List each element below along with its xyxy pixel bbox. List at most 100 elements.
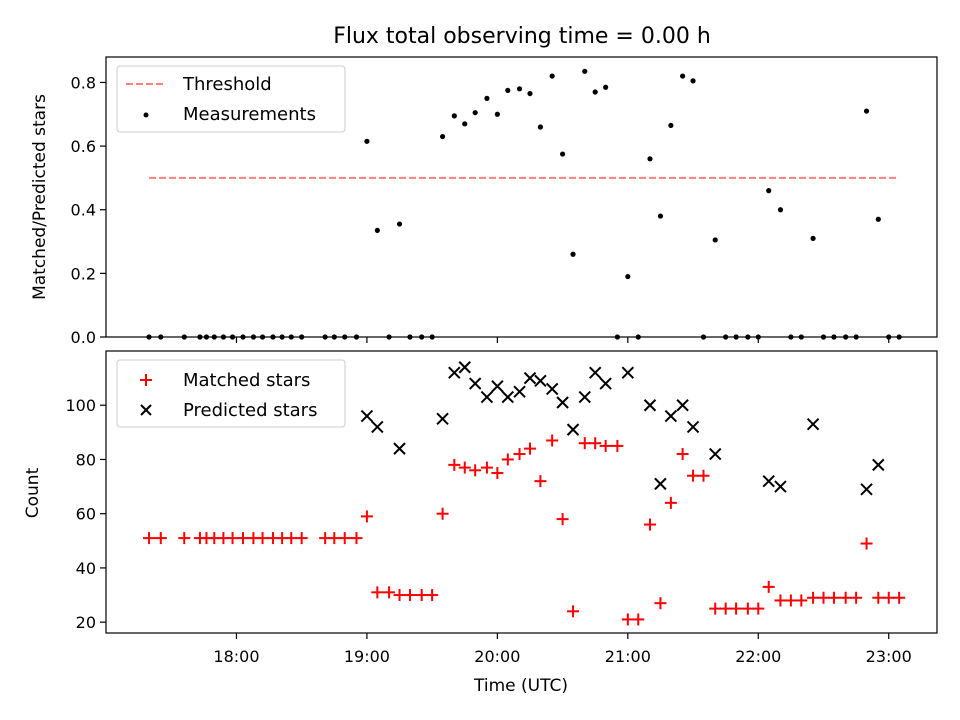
- matched-star-point: [752, 602, 765, 615]
- matched-star-point: [350, 532, 363, 545]
- x-tick-label: 22:00: [735, 647, 781, 666]
- matched-star-point: [872, 591, 885, 604]
- count-y-ticks: 20 40 60 80 100: [65, 396, 106, 632]
- matched-star-point: [839, 591, 852, 604]
- matched-star-point: [893, 591, 906, 604]
- matched-star-point: [226, 532, 239, 545]
- matched-star-point: [469, 464, 482, 477]
- matched-star-point: [523, 442, 536, 455]
- matched-star-point: [578, 437, 591, 450]
- matched-star-point: [762, 580, 775, 593]
- matched-star-point: [491, 467, 504, 480]
- predicted-star-point: [762, 474, 775, 488]
- predicted-star-point: [589, 366, 602, 379]
- measurement-point: [690, 78, 696, 84]
- y-tick-label: 0.6: [71, 137, 96, 156]
- measurement-point: [777, 207, 784, 213]
- matched-star-point: [719, 602, 732, 615]
- predicted-star-point: [448, 366, 461, 379]
- x-tick-label: 23:00: [866, 647, 912, 666]
- count-legend: Matched stars Predicted stars: [116, 359, 346, 428]
- matched-star-point: [360, 510, 373, 523]
- y-tick-label: 40: [76, 559, 96, 578]
- matched-star-point: [567, 605, 580, 618]
- y-tick-label: 0.8: [71, 73, 96, 92]
- matched-star-point: [697, 469, 710, 482]
- predicted-star-point: [480, 390, 494, 404]
- matched-star-point: [236, 532, 249, 545]
- predicted-star-point: [556, 396, 569, 409]
- measurement-point: [462, 121, 468, 127]
- measurement-point: [549, 73, 555, 79]
- matched-star-point: [817, 591, 830, 604]
- matched-star-point: [143, 532, 156, 545]
- predicted-star-point: [686, 420, 700, 434]
- measurement-point: [439, 133, 446, 140]
- predicted-star-point: [664, 409, 678, 423]
- matched-star-point: [795, 594, 808, 607]
- matched-star-point: [730, 602, 743, 615]
- matched-star-point: [589, 437, 602, 450]
- measurement-point: [472, 110, 478, 116]
- ratio-panel: 0.00.20.40.60.8 Matched/Predicted stars …: [30, 56, 938, 347]
- legend-predicted-label: Predicted stars: [183, 400, 317, 421]
- x-tick-label: 21:00: [605, 647, 651, 666]
- matched-star-point: [611, 439, 624, 452]
- predicted-star-point: [513, 385, 526, 398]
- matched-star-point: [154, 532, 167, 545]
- predicted-star-point: [436, 412, 449, 425]
- measurement-point: [527, 90, 533, 97]
- measurement-point: [396, 221, 403, 227]
- matched-star-point: [621, 613, 634, 626]
- predicted-star-point: [545, 382, 559, 396]
- legend-matched-swatch: [140, 374, 152, 386]
- predicted-star-point: [643, 399, 657, 412]
- ratio-y-ticks: 0.0 0.2 0.4 0.6 0.8: [71, 73, 106, 347]
- measurement-point: [766, 188, 772, 194]
- matched-star-point: [534, 475, 547, 488]
- predicted-star-point: [566, 423, 580, 436]
- count-y-axis-label: Count: [23, 467, 43, 518]
- matched-star-point: [458, 461, 471, 474]
- matched-star-point: [436, 507, 449, 520]
- matched-star-point: [709, 602, 722, 615]
- measurement-point: [494, 111, 500, 117]
- predicted-star-point: [468, 377, 482, 390]
- matched-star-point: [654, 597, 667, 610]
- measurement-point: [537, 124, 544, 130]
- matched-star-point: [513, 448, 526, 461]
- measurement-point: [668, 122, 674, 129]
- matched-star-point: [371, 586, 384, 599]
- matched-star-point: [415, 589, 428, 602]
- matched-star-point: [480, 461, 493, 474]
- y-tick-label: 0.4: [71, 201, 96, 220]
- measurement-point: [592, 89, 598, 95]
- matched-star-point: [178, 532, 191, 545]
- ratio-y-axis-label: Matched/Predicted stars: [30, 94, 50, 300]
- x-tick-label: 19:00: [344, 647, 390, 666]
- x-tick-label: 20:00: [474, 647, 520, 666]
- predicted-star-point: [621, 366, 635, 379]
- measurement-point: [810, 235, 816, 241]
- matched-star-point: [784, 594, 797, 607]
- y-tick-label: 80: [76, 450, 96, 469]
- legend-predicted-swatch: [140, 404, 152, 416]
- measurement-point: [451, 113, 457, 119]
- legend-threshold-label: Threshold: [182, 74, 272, 95]
- matched-star-point: [546, 434, 559, 447]
- measurement-point: [505, 87, 511, 94]
- matched-star-point: [393, 589, 406, 602]
- measurement-point: [863, 108, 870, 114]
- predicted-star-point: [860, 483, 873, 496]
- count-panel: 20 40 60 80 100 18:00 19:00 20:00 21:00 22:00 23:…: [23, 350, 938, 696]
- predicted-star-point: [360, 409, 374, 423]
- measurement-point: [657, 213, 664, 219]
- matched-star-point: [338, 532, 351, 545]
- measurement-point: [570, 251, 576, 257]
- matched-star-point: [426, 589, 439, 602]
- y-tick-label: 20: [76, 613, 96, 632]
- matched-star-point: [807, 591, 820, 604]
- matched-star-point: [774, 594, 787, 607]
- measurement-point: [875, 216, 881, 222]
- matched-star-point: [676, 448, 689, 461]
